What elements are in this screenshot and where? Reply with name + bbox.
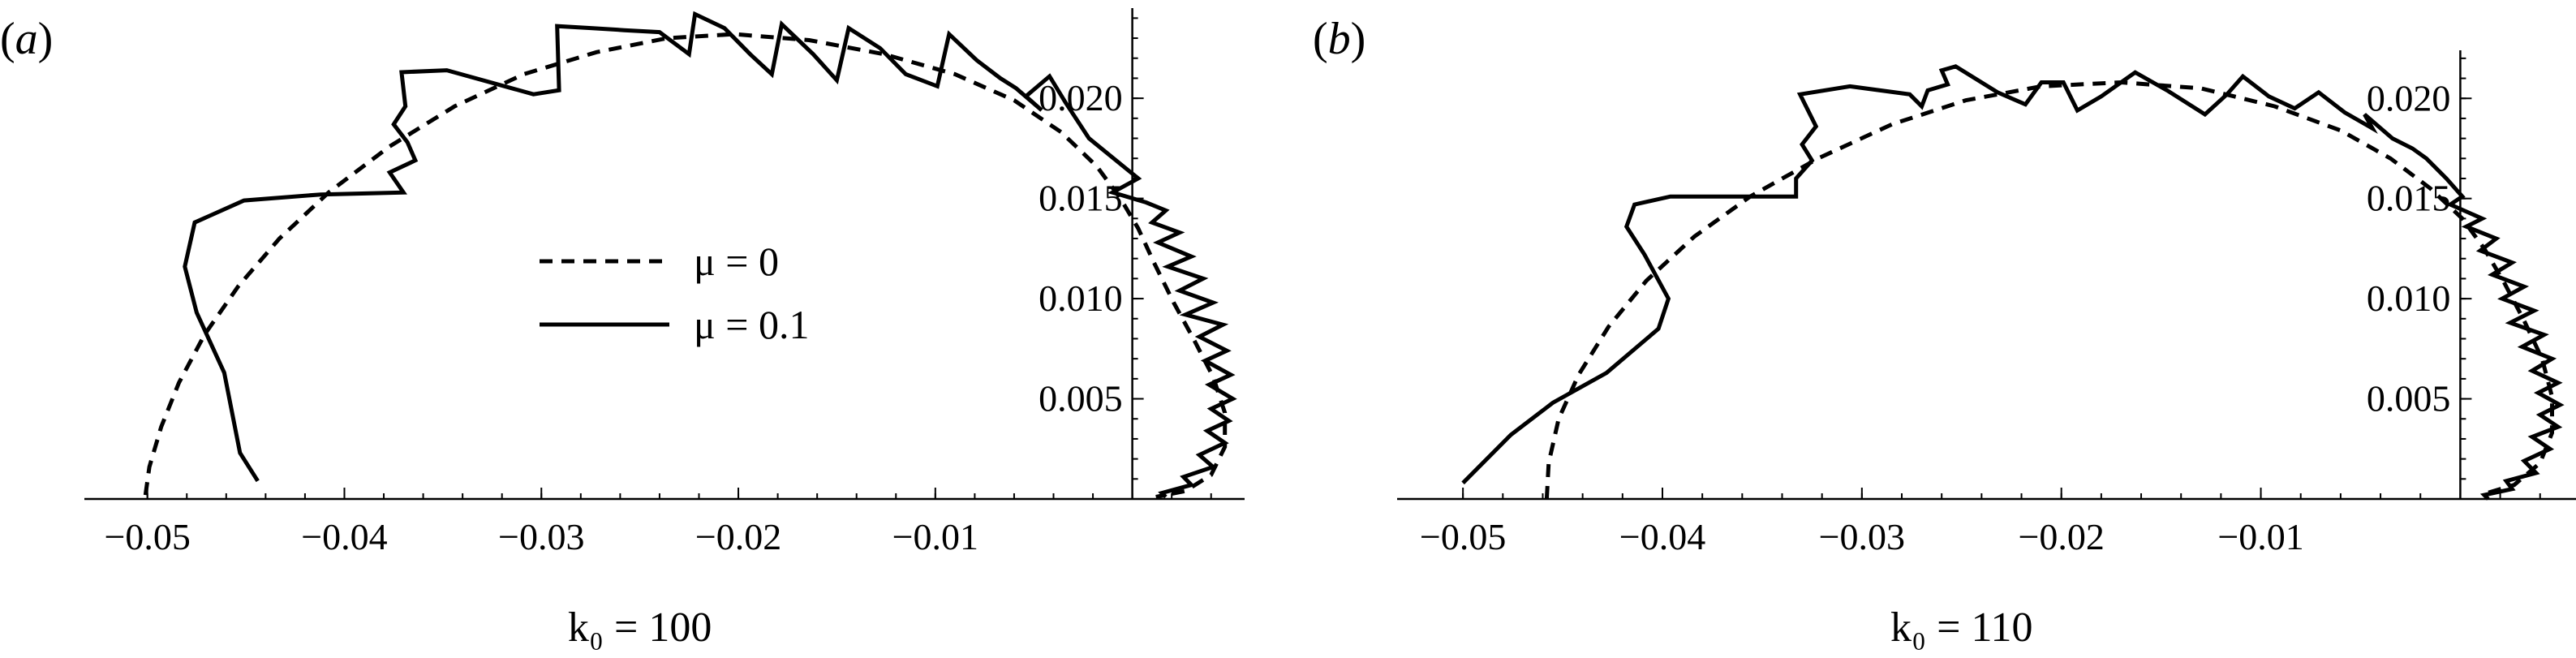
x-tick-label: −0.05	[104, 516, 190, 557]
x-tick-label: −0.03	[498, 516, 584, 557]
x-tick-label: −0.01	[2217, 516, 2303, 557]
panel-b: (b) k₀ = 110 −0.05 −0.04 −0.03 −0.02 −0.01 0.…	[1313, 14, 2576, 651]
y-tick-label: 0.005	[2367, 378, 2451, 419]
y-tick-label: 0.020	[2367, 77, 2451, 118]
panel-label-b: (b)	[1313, 14, 1365, 64]
series-line-mu-0-1	[183, 11, 1237, 499]
x-tick-label: −0.02	[695, 516, 781, 557]
y-tick-label: 0.020	[1039, 77, 1123, 118]
panel-a: (a) k₀ = 100 −0.05 −0.04 −0.03 −0.02 −0.01 0.…	[0, 8, 1245, 651]
y-tick-label: 0.010	[2367, 277, 2451, 319]
panel-label-a: (a)	[0, 14, 53, 64]
legend-label: μ = 0	[694, 239, 779, 284]
x-tick-label: −0.01	[892, 516, 978, 557]
x-tick-label: −0.03	[1819, 516, 1905, 557]
x-axis-label-a: k₀ = 100	[568, 604, 712, 651]
series-line-mu-0	[143, 32, 1228, 499]
y-tick-label: 0.005	[1039, 378, 1123, 419]
y-tick-label: 0.015	[1039, 178, 1123, 219]
legend-label: μ = 0.1	[694, 302, 810, 347]
x-tick-label: −0.04	[301, 516, 387, 557]
x-axis-label-b: k₀ = 110	[1890, 604, 2033, 651]
x-tick-label: −0.05	[1420, 516, 1506, 557]
y-tick-label: 0.010	[1039, 277, 1123, 319]
series-line-mu-0-1	[1461, 64, 2565, 501]
y-tick-label: 0.015	[2367, 178, 2451, 219]
x-tick-label: −0.02	[2018, 516, 2104, 557]
x-tick-label: −0.04	[1619, 516, 1705, 557]
